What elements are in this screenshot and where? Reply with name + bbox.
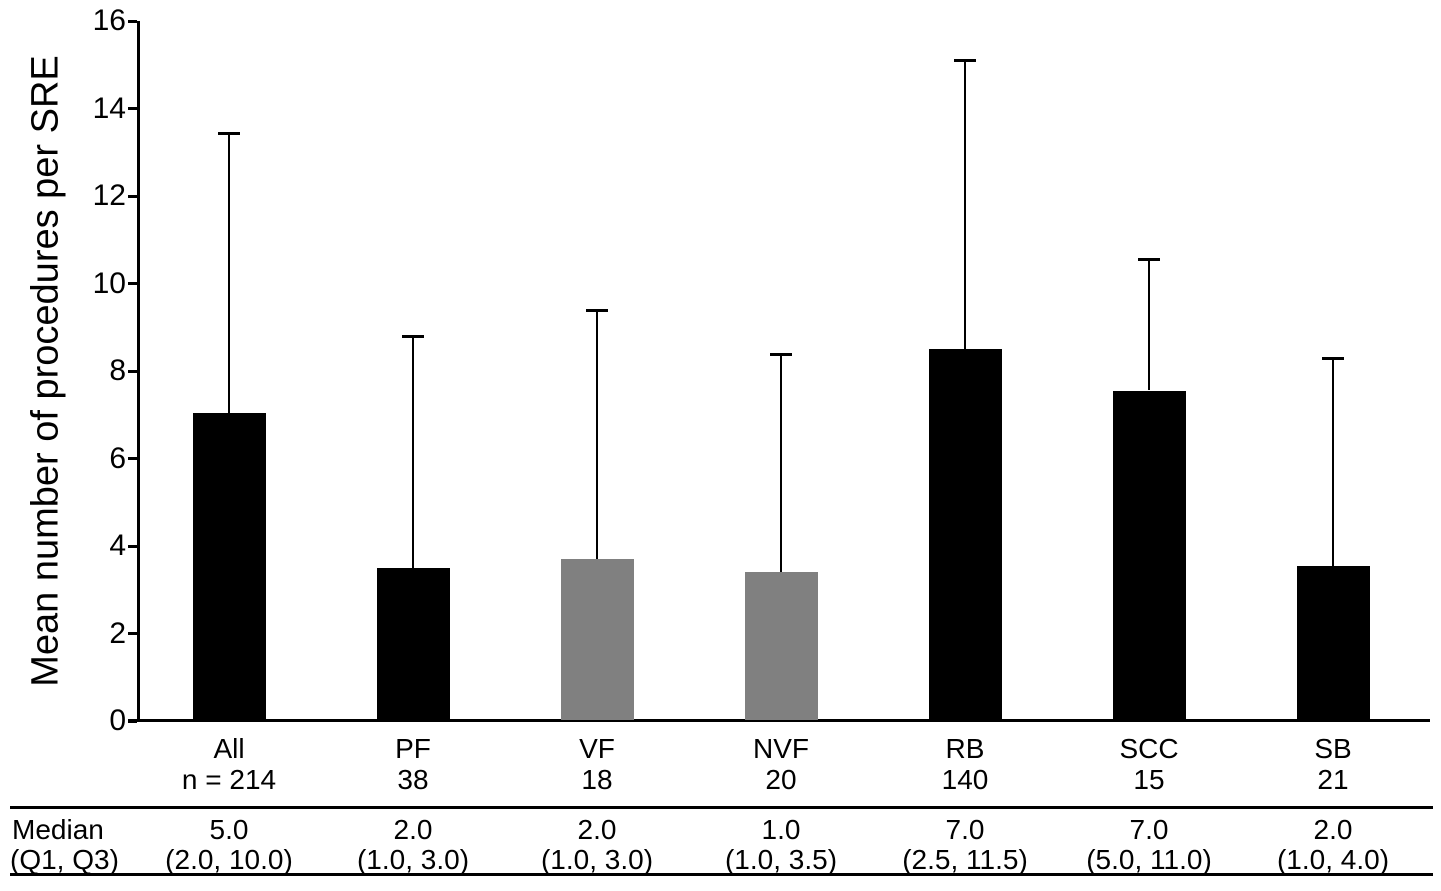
error-bar-cap-all bbox=[218, 132, 240, 135]
bar-nvf bbox=[745, 572, 818, 720]
error-bar-stem-vf bbox=[596, 310, 598, 559]
y-tick-mark bbox=[128, 545, 137, 548]
y-tick-label: 14 bbox=[92, 92, 126, 125]
table-q1q3-vf: (1.0, 3.0) bbox=[540, 844, 654, 875]
error-bar-stem-scc bbox=[1148, 259, 1150, 390]
table-median-scc: 7.0 bbox=[1129, 814, 1169, 845]
table-row-label-median: Median bbox=[12, 814, 104, 845]
x-category-all: All n = 214 bbox=[137, 733, 321, 795]
table-q1q3-rb: (2.5, 11.5) bbox=[902, 844, 1028, 875]
bar-scc bbox=[1113, 391, 1186, 720]
y-tick-label: 12 bbox=[92, 179, 126, 212]
x-category-nvf: NVF 20 bbox=[689, 733, 873, 795]
table-q1q3-sb: (1.0, 4.0) bbox=[1276, 844, 1390, 875]
y-tick-mark bbox=[128, 195, 137, 198]
bar-rb bbox=[929, 349, 1002, 720]
table-median-vf: 2.0 bbox=[577, 814, 617, 845]
x-category-n: 21 bbox=[1317, 764, 1349, 795]
y-tick-mark bbox=[128, 720, 137, 723]
x-category-label: RB bbox=[945, 733, 985, 764]
x-category-sb: SB 21 bbox=[1241, 733, 1425, 795]
bar-all bbox=[193, 413, 266, 720]
error-bar-stem-all bbox=[228, 133, 230, 413]
y-tick-label: 6 bbox=[109, 442, 126, 475]
y-tick-label: 8 bbox=[109, 354, 126, 387]
error-bar-stem-nvf bbox=[780, 354, 782, 573]
table-median-rb: 7.0 bbox=[945, 814, 985, 845]
table-median-nvf: 1.0 bbox=[761, 814, 801, 845]
error-bar-cap-vf bbox=[586, 309, 608, 312]
x-category-rb: RB 140 bbox=[873, 733, 1057, 795]
y-axis-line bbox=[137, 21, 140, 722]
x-category-n: 140 bbox=[941, 764, 989, 795]
x-category-n: 18 bbox=[581, 764, 613, 795]
y-tick-mark bbox=[128, 107, 137, 110]
x-category-vf: VF 18 bbox=[505, 733, 689, 795]
x-category-scc: SCC 15 bbox=[1057, 733, 1241, 795]
x-category-label: NVF bbox=[753, 733, 809, 764]
error-bar-stem-rb bbox=[964, 60, 966, 349]
error-bar-cap-scc bbox=[1138, 258, 1160, 261]
table-bottom-rule bbox=[10, 873, 1433, 876]
x-category-n: 15 bbox=[1133, 764, 1165, 795]
table-median-sb: 2.0 bbox=[1313, 814, 1353, 845]
table-q1q3-all: (2.0, 10.0) bbox=[165, 844, 293, 875]
y-tick-mark bbox=[128, 20, 137, 23]
error-bar-cap-rb bbox=[954, 59, 976, 62]
y-tick-label: 16 bbox=[92, 4, 126, 37]
y-tick-label: 10 bbox=[92, 267, 126, 300]
x-category-n: 20 bbox=[765, 764, 797, 795]
table-q1q3-nvf: (1.0, 3.5) bbox=[724, 844, 838, 875]
error-bar-cap-pf bbox=[402, 335, 424, 338]
y-tick-label: 0 bbox=[109, 704, 126, 737]
x-category-n: n = 214 bbox=[181, 764, 277, 795]
table-q1q3-pf: (1.0, 3.0) bbox=[356, 844, 470, 875]
y-tick-label: 4 bbox=[109, 529, 126, 562]
table-median-all: 5.0 bbox=[209, 814, 249, 845]
error-bar-cap-nvf bbox=[770, 353, 792, 356]
x-category-n: 38 bbox=[397, 764, 429, 795]
x-category-label: PF bbox=[395, 733, 431, 764]
error-bar-stem-sb bbox=[1332, 358, 1334, 566]
x-category-pf: PF 38 bbox=[321, 733, 505, 795]
y-tick-label: 2 bbox=[109, 617, 126, 650]
y-tick-mark bbox=[128, 370, 137, 373]
table-top-rule bbox=[10, 806, 1433, 809]
table-median-pf: 2.0 bbox=[393, 814, 433, 845]
x-axis-line bbox=[128, 719, 1430, 722]
table-row-label-q1q3: (Q1, Q3) bbox=[10, 844, 119, 875]
bar-sb bbox=[1297, 566, 1370, 720]
x-category-label: All bbox=[213, 733, 245, 764]
bar-pf bbox=[377, 568, 450, 720]
x-category-label: SB bbox=[1314, 733, 1352, 764]
error-bar-cap-sb bbox=[1322, 357, 1344, 360]
x-category-label: VF bbox=[579, 733, 615, 764]
bar-vf bbox=[561, 559, 634, 720]
y-tick-mark bbox=[128, 632, 137, 635]
x-category-label: SCC bbox=[1119, 733, 1179, 764]
y-tick-mark bbox=[128, 282, 137, 285]
y-tick-mark bbox=[128, 457, 137, 460]
table-q1q3-scc: (5.0, 11.0) bbox=[1086, 844, 1212, 875]
error-bar-stem-pf bbox=[412, 336, 414, 568]
